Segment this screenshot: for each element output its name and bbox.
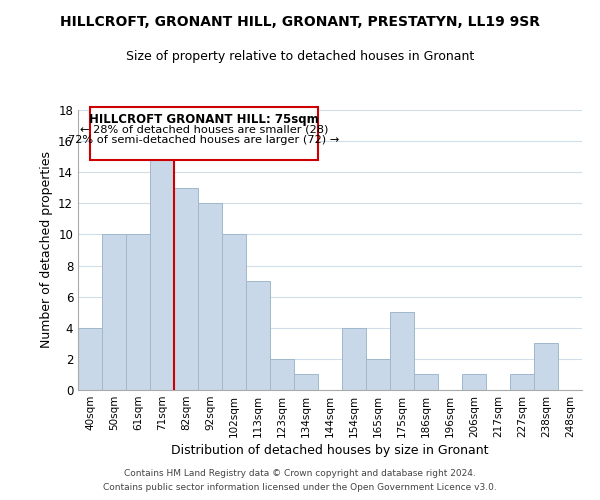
- Bar: [270, 359, 294, 390]
- Text: 72% of semi-detached houses are larger (72) →: 72% of semi-detached houses are larger (…: [68, 135, 340, 145]
- Text: HILLCROFT GRONANT HILL: 75sqm: HILLCROFT GRONANT HILL: 75sqm: [89, 113, 319, 126]
- Text: HILLCROFT, GRONANT HILL, GRONANT, PRESTATYN, LL19 9SR: HILLCROFT, GRONANT HILL, GRONANT, PRESTA…: [60, 15, 540, 29]
- Text: Size of property relative to detached houses in Gronant: Size of property relative to detached ho…: [126, 50, 474, 63]
- Bar: [294, 374, 318, 390]
- Bar: [78, 328, 102, 390]
- Bar: [222, 234, 246, 390]
- Text: Contains HM Land Registry data © Crown copyright and database right 2024.: Contains HM Land Registry data © Crown c…: [124, 468, 476, 477]
- Bar: [198, 204, 222, 390]
- Bar: [390, 312, 414, 390]
- Bar: [102, 234, 126, 390]
- Text: ← 28% of detached houses are smaller (28): ← 28% of detached houses are smaller (28…: [80, 124, 328, 134]
- Bar: [510, 374, 534, 390]
- Bar: [534, 344, 558, 390]
- Bar: [462, 374, 486, 390]
- Bar: [174, 188, 198, 390]
- Bar: [366, 359, 390, 390]
- X-axis label: Distribution of detached houses by size in Gronant: Distribution of detached houses by size …: [171, 444, 489, 457]
- Bar: [126, 234, 150, 390]
- Text: Contains public sector information licensed under the Open Government Licence v3: Contains public sector information licen…: [103, 484, 497, 492]
- Bar: [414, 374, 438, 390]
- Y-axis label: Number of detached properties: Number of detached properties: [40, 152, 53, 348]
- Bar: [246, 281, 270, 390]
- FancyBboxPatch shape: [90, 107, 318, 160]
- Bar: [342, 328, 366, 390]
- Bar: [150, 156, 174, 390]
